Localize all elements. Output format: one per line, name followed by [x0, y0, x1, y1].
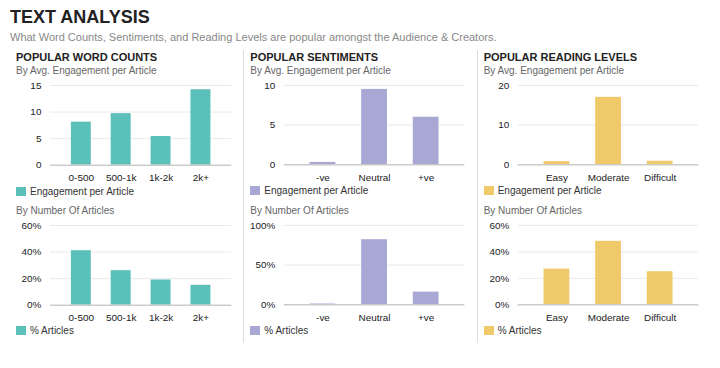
svg-text:0-500: 0-500 [69, 312, 95, 323]
svg-text:Moderate: Moderate [587, 311, 629, 322]
svg-text:0: 0 [503, 159, 509, 170]
svg-text:50%: 50% [256, 259, 276, 270]
svg-text:0: 0 [36, 159, 42, 170]
html-text:POPULAR WORD COUNTS: POPULAR WORD COUNTS [16, 51, 158, 63]
html-text:Engagement per Article: Engagement per Article [30, 185, 134, 197]
svg-text:10: 10 [30, 106, 42, 117]
svg-text:Easy: Easy [546, 311, 568, 322]
html-text:TEXT ANALYSIS: TEXT ANALYSIS [10, 7, 150, 27]
html-text:Engagement per Article: Engagement per Article [497, 185, 602, 197]
svg-text:0-500: 0-500 [69, 172, 95, 183]
svg-text:500-1k: 500-1k [106, 172, 136, 183]
svg-text:0%: 0% [27, 299, 42, 310]
html-text:By Number Of Articles: By Number Of Articles [483, 204, 582, 216]
html-text:POPULAR SENTIMENTS: POPULAR SENTIMENTS [250, 51, 379, 63]
svg-text:Neutral: Neutral [359, 172, 391, 183]
html-text:By Number Of Articles: By Number Of Articles [16, 204, 115, 216]
html-text:Engagement per Article: Engagement per Article [264, 185, 369, 197]
svg-text:1k-2k: 1k-2k [149, 172, 173, 183]
svg-text:60%: 60% [489, 219, 509, 230]
svg-text:5: 5 [270, 119, 276, 130]
html-text:What Word Counts, Sentiments,: What Word Counts, Sentiments, and Readin… [10, 31, 497, 43]
svg-text:+ve: +ve [418, 311, 435, 322]
svg-text:0%: 0% [261, 299, 276, 310]
svg-text:40%: 40% [489, 246, 509, 257]
svg-text:0: 0 [270, 159, 276, 170]
html-text:By Number Of Articles: By Number Of Articles [250, 204, 349, 216]
svg-text:-ve: -ve [316, 311, 330, 322]
svg-text:15: 15 [30, 80, 42, 91]
svg-text:Moderate: Moderate [587, 172, 629, 183]
svg-text:60%: 60% [22, 219, 42, 230]
svg-text:10: 10 [498, 119, 510, 130]
html-text:% Articles: % Articles [30, 325, 74, 337]
svg-text:2k+: 2k+ [193, 312, 210, 323]
svg-text:0%: 0% [495, 299, 510, 310]
svg-text:20: 20 [498, 80, 510, 91]
svg-text:40%: 40% [22, 246, 42, 257]
svg-text:Easy: Easy [546, 172, 568, 183]
svg-text:2k+: 2k+ [193, 172, 210, 183]
svg-text:10: 10 [265, 80, 277, 91]
svg-text:5: 5 [36, 133, 42, 144]
svg-text:Difficult: Difficult [644, 311, 677, 322]
html-text:By Avg. Engagement per Article: By Avg. Engagement per Article [250, 65, 391, 76]
svg-text:-ve: -ve [316, 172, 330, 183]
html-text:POPULAR READING LEVELS: POPULAR READING LEVELS [483, 51, 638, 63]
svg-text:20%: 20% [489, 272, 509, 283]
svg-text:500-1k: 500-1k [106, 312, 136, 323]
html-text:% Articles: % Articles [264, 324, 309, 336]
svg-text:Difficult: Difficult [644, 172, 677, 183]
svg-text:+ve: +ve [418, 172, 435, 183]
html-text:% Articles: % Articles [497, 324, 542, 336]
html-text:By Avg. Engagement per Article: By Avg. Engagement per Article [483, 65, 625, 76]
svg-text:20%: 20% [22, 273, 42, 284]
svg-text:1k-2k: 1k-2k [149, 312, 173, 323]
html-text:By Avg. Engagement per Article: By Avg. Engagement per Article [16, 65, 157, 76]
svg-text:Neutral: Neutral [359, 311, 391, 322]
svg-text:100%: 100% [250, 219, 276, 230]
